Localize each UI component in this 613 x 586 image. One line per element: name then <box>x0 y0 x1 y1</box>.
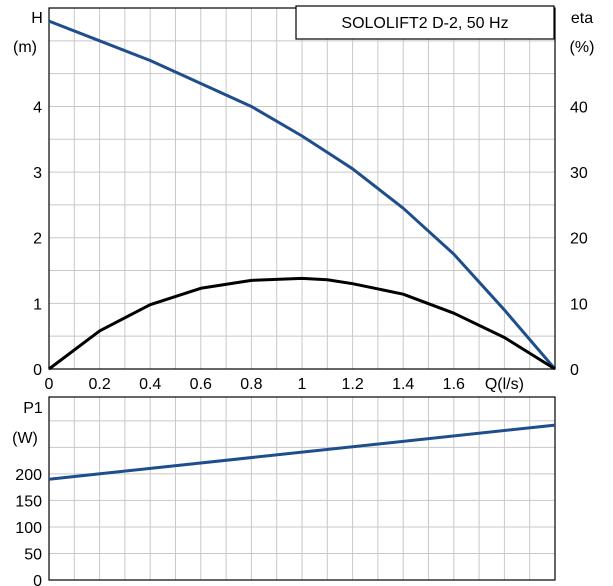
y-axis-label: H <box>31 10 43 27</box>
head-curve-line <box>48 19 557 370</box>
y-tick-label: 0 <box>33 362 42 379</box>
y2-tick-label: 0 <box>570 362 579 379</box>
x-tick-label: 1.4 <box>392 376 414 393</box>
bottom-plot-frame <box>48 396 556 581</box>
y-axis-unit: (m) <box>13 39 37 56</box>
power-p1-line <box>48 423 556 481</box>
y2-tick-label: 10 <box>570 296 588 313</box>
x-tick-label: 0.8 <box>240 376 262 393</box>
x-tick-label: 1.2 <box>341 376 363 393</box>
chart-title-box <box>295 5 555 40</box>
series-lines <box>48 19 557 481</box>
y2-tick-label: 20 <box>570 231 588 248</box>
p1-axis-label: P1 <box>23 400 43 417</box>
efficiency-curve-line <box>48 276 556 371</box>
p1-tick-label: 200 <box>15 467 42 484</box>
x-tick-label: 1.6 <box>443 376 465 393</box>
y-tick-label: 1 <box>33 296 42 313</box>
p1-axis-unit: (W) <box>12 430 38 447</box>
y-tick-label: 2 <box>33 231 42 248</box>
p1-tick-label: 150 <box>15 493 42 510</box>
y2-axis-label: eta <box>571 10 593 27</box>
top-gridlines <box>49 8 555 369</box>
chart-title: SOLOLIFT2 D-2, 50 Hz <box>341 15 508 32</box>
p1-tick-label: 0 <box>33 573 42 586</box>
x-tick-label: 1 <box>298 376 307 393</box>
x-tick-label: 0 <box>45 376 54 393</box>
y-tick-label: 3 <box>33 165 42 182</box>
y-tick-label: 4 <box>33 99 42 116</box>
y2-tick-label: 40 <box>570 99 588 116</box>
x-tick-label: 0.4 <box>139 376 161 393</box>
x-tick-label: 0.6 <box>190 376 212 393</box>
y2-tick-label: 30 <box>570 165 588 182</box>
x-tick-label: Q(l/s) <box>485 376 524 393</box>
x-tick-label: 0.2 <box>88 376 110 393</box>
p1-tick-label: 100 <box>15 520 42 537</box>
bottom-gridlines <box>49 397 555 580</box>
p1-tick-label: 50 <box>24 546 42 563</box>
y2-axis-unit: (%) <box>570 39 595 56</box>
axis-labels: 0 0.2 0.4 0.6 0.8 1 1.2 1.4 1.6 Q(l/s)01234010203… <box>15 99 588 586</box>
